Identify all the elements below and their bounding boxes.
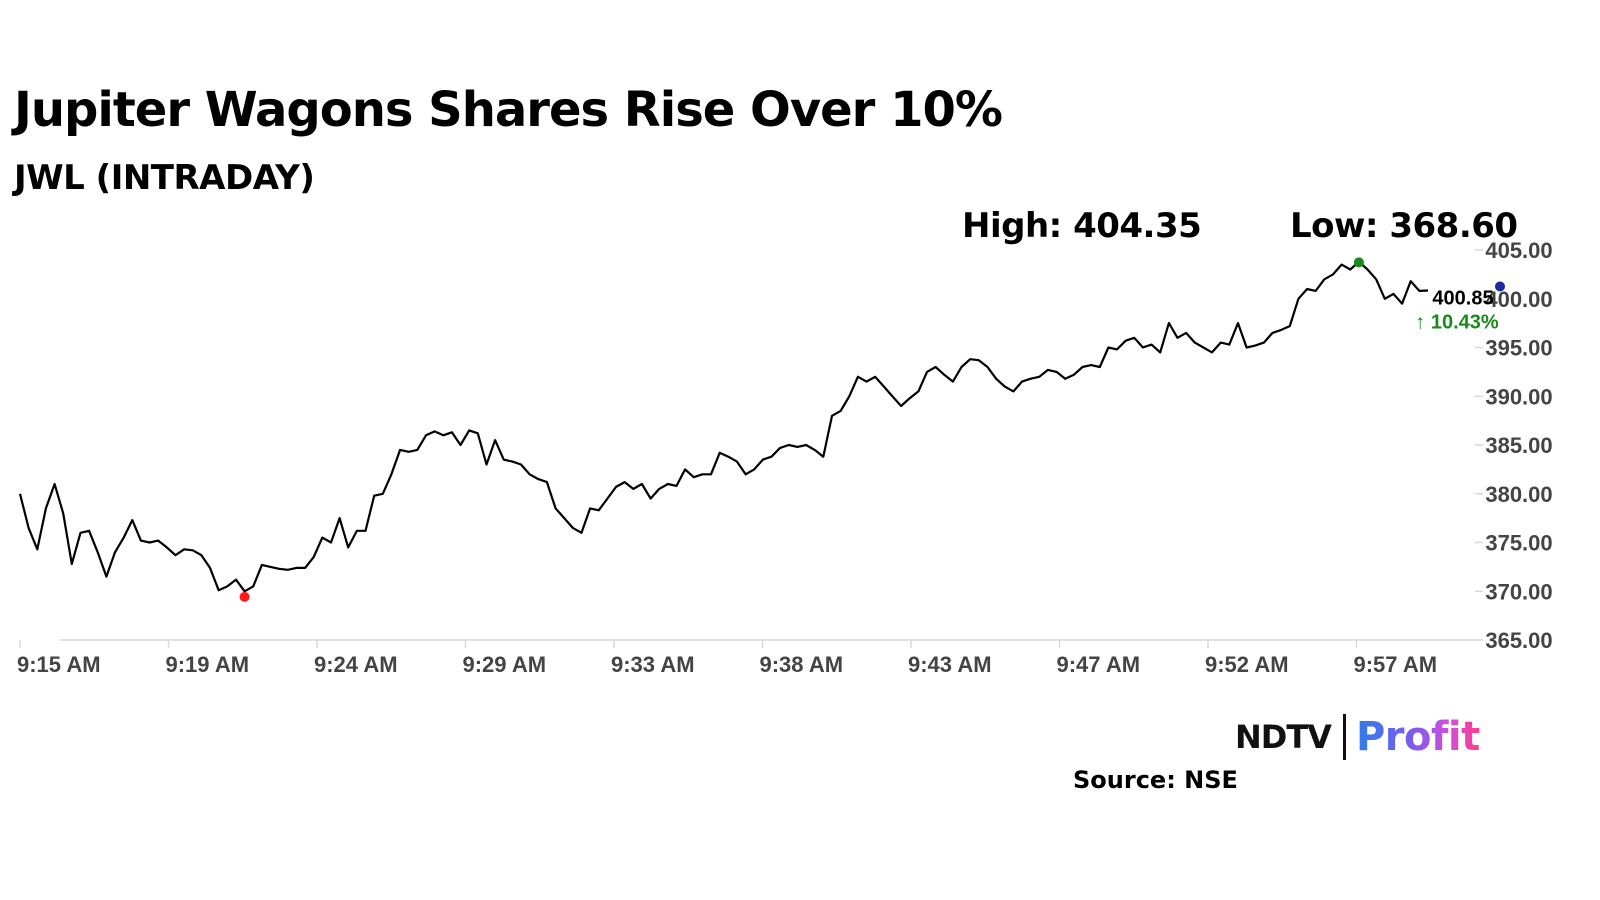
y-tick-label: 365.00	[1485, 628, 1552, 653]
logo-separator	[1342, 714, 1346, 760]
x-tick-label: 9:57 AM	[1354, 652, 1438, 677]
logo-ndtv-text: NDTV	[1235, 718, 1332, 756]
y-tick-label: 395.00	[1485, 336, 1552, 361]
source-note: Source: NSE	[1073, 766, 1238, 794]
x-tick-label: 9:29 AM	[463, 652, 547, 677]
y-tick-label: 390.00	[1485, 384, 1552, 409]
chart-title: Jupiter Wagons Shares Rise Over 10%	[14, 82, 1003, 138]
high-stat: High: 404.35	[962, 206, 1202, 246]
y-tick-label: 375.00	[1485, 531, 1552, 556]
last-point-marker	[1495, 281, 1505, 292]
logo-profit-text: Profit	[1355, 714, 1480, 760]
x-tick-label: 9:43 AM	[908, 652, 992, 677]
y-tick-label: 385.00	[1485, 433, 1552, 458]
change-percent-label: ↑ 10.43%	[1415, 311, 1499, 333]
low-point-marker	[239, 591, 250, 602]
x-tick-label: 9:33 AM	[611, 652, 695, 677]
x-tick-label: 9:19 AM	[166, 652, 250, 677]
x-tick-label: 9:38 AM	[760, 652, 844, 677]
y-tick-label: 400.00	[1485, 287, 1552, 312]
price-series-line	[18, 260, 1429, 593]
ndtv-profit-logo: NDTV Profit	[1235, 712, 1480, 762]
x-tick-label: 9:15 AM	[17, 652, 101, 677]
y-tick-label: 370.00	[1485, 579, 1552, 604]
chart-subtitle: JWL (INTRADAY)	[14, 158, 315, 198]
low-stat: Low: 368.60	[1290, 206, 1518, 246]
high-point-marker	[1353, 257, 1364, 268]
y-tick-label: 405.00	[1485, 238, 1552, 263]
x-tick-label: 9:24 AM	[314, 652, 398, 677]
last-value-label: 400.85	[1432, 287, 1493, 309]
x-tick-label: 9:52 AM	[1205, 652, 1289, 677]
x-tick-label: 9:47 AM	[1057, 652, 1141, 677]
y-tick-label: 380.00	[1485, 482, 1552, 507]
